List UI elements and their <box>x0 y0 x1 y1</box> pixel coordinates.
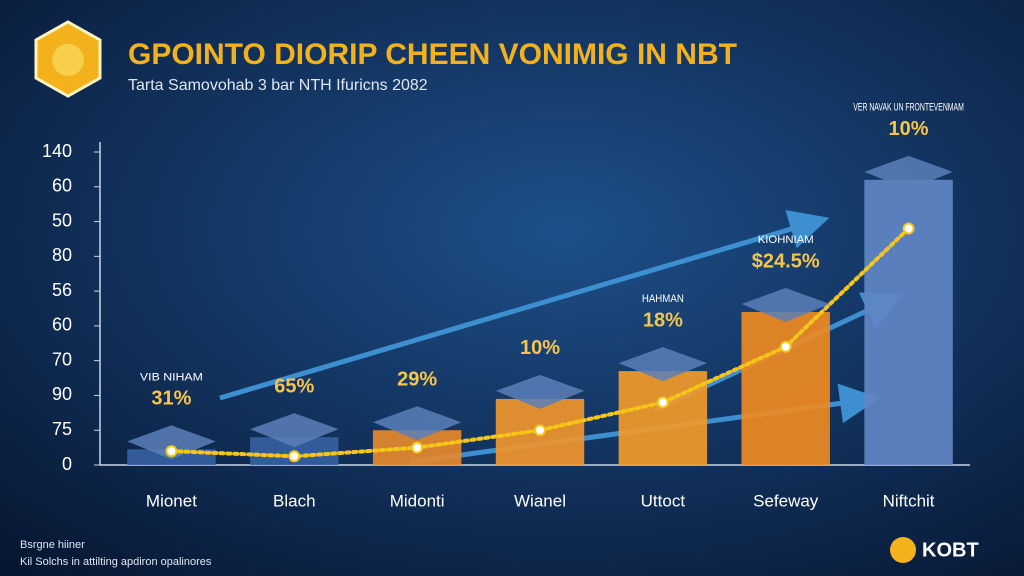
bar-title: VIB NIHAM <box>140 371 203 383</box>
bar-cap <box>250 413 339 448</box>
x-tick-label: Mionet <box>146 491 197 510</box>
bar-title: HAHMAN <box>642 293 684 305</box>
line-point <box>288 450 301 463</box>
x-tick-label: Sefeway <box>753 491 819 510</box>
y-tick-label: 56 <box>52 280 72 300</box>
bar-cap <box>127 425 216 460</box>
y-tick-label: 50 <box>52 210 72 230</box>
y-tick-label: 75 <box>52 419 72 439</box>
x-tick-label: Midonti <box>390 491 445 510</box>
bar-cap <box>864 155 953 190</box>
footer-text: Bsrgne hiiner <box>20 539 85 551</box>
y-tick-label: 80 <box>52 245 72 265</box>
brand-icon <box>890 537 916 563</box>
line-point <box>165 445 178 458</box>
footer-text: Kil Solchs in attilting apdiron opalinor… <box>20 556 212 568</box>
trend-arrow <box>219 209 830 401</box>
bar-cap <box>618 347 708 382</box>
y-tick-label: 70 <box>52 349 72 369</box>
brand: KOBT <box>922 539 979 561</box>
bar-cap <box>372 406 462 441</box>
y-tick-label: 140 <box>42 141 72 161</box>
bar-label: 31% <box>151 388 191 410</box>
bar <box>618 371 708 465</box>
line-point <box>411 441 424 454</box>
bar-title: VER NAVAK UN FRONTEVENMAM <box>853 102 964 114</box>
bar-label: 10% <box>889 118 929 140</box>
bar-label: $24.5% <box>752 250 820 272</box>
x-tick-label: Uttoct <box>641 491 686 510</box>
logo-icon <box>52 44 84 76</box>
x-tick-label: Blach <box>273 491 316 510</box>
line-point <box>656 396 669 409</box>
y-tick-label: 60 <box>52 315 72 335</box>
y-tick-label: 90 <box>52 384 72 404</box>
y-tick-label: 60 <box>52 176 72 196</box>
bar-label: 18% <box>643 309 683 331</box>
line-point <box>534 424 546 437</box>
bar-label: 29% <box>397 369 437 391</box>
bar-title: KIOHNIAM <box>758 234 814 246</box>
x-tick-label: Niftchit <box>883 491 935 510</box>
chart-subtitle: Tarta Samovohab 3 bar NTH Ifuricns 2082 <box>128 77 428 94</box>
bar-label: 65% <box>274 375 314 397</box>
bar-label: 10% <box>520 337 560 359</box>
bar <box>741 311 830 465</box>
line-point <box>902 222 915 235</box>
line-point <box>779 340 792 353</box>
bar-cap <box>741 287 830 322</box>
chart-title: GPOINTO DIORIP CHEEN VONIMIG IN NBT <box>128 38 737 71</box>
y-tick-label: 0 <box>62 454 72 474</box>
bar-cap <box>495 374 585 409</box>
x-tick-label: Wianel <box>514 491 566 510</box>
